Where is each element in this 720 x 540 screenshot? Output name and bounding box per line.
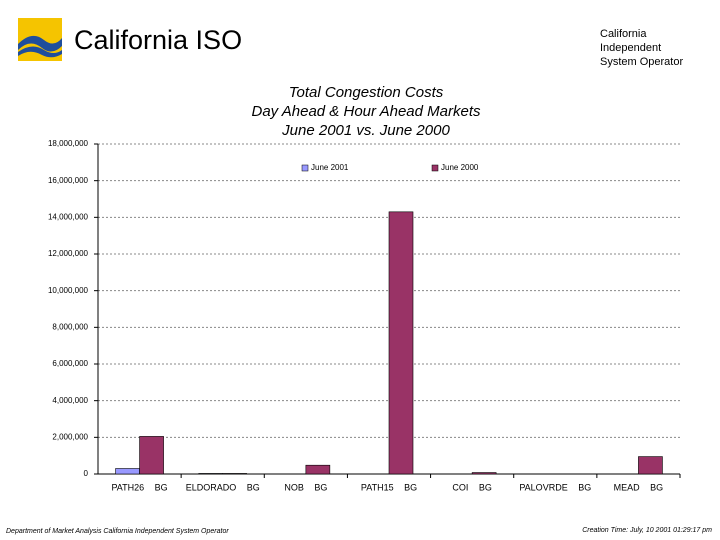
y-tick-label: 6,000,000 (52, 359, 88, 368)
x-tick-label: PATH15 BG (361, 482, 417, 492)
bar (222, 473, 248, 475)
y-tick-label: 10,000,000 (48, 286, 89, 295)
x-tick-label: MEAD BG (614, 482, 664, 492)
legend-swatch (431, 164, 439, 172)
bar (388, 211, 414, 475)
legend-label: June 2001 (311, 163, 349, 172)
y-tick-label: 16,000,000 (48, 176, 89, 185)
bar (139, 436, 164, 475)
legend-label: June 2000 (441, 163, 479, 172)
bar (305, 464, 331, 475)
chart-title: June 2001 vs. June 2000 (281, 122, 450, 139)
chart-title: Total Congestion Costs (289, 84, 444, 101)
header-title: California ISO (74, 25, 242, 55)
y-tick-label: 14,000,000 (48, 212, 89, 221)
footer-left: Department of Market Analysis California… (6, 528, 229, 535)
chart-title: Day Ahead & Hour Ahead Markets (251, 103, 481, 120)
logo (18, 18, 62, 61)
y-tick-label: 4,000,000 (52, 396, 88, 405)
bar (115, 468, 140, 475)
x-tick-label: PALOVRDE BG (519, 482, 591, 492)
bar (471, 472, 497, 475)
x-tick-label: ELDORADO BG (186, 482, 260, 492)
x-tick-label: NOB BG (284, 482, 327, 492)
y-tick-label: 18,000,000 (48, 139, 89, 148)
legend-swatch (301, 164, 309, 172)
y-tick-label: 0 (84, 469, 89, 478)
y-tick-label: 8,000,000 (52, 322, 88, 331)
y-tick-label: 12,000,000 (48, 249, 89, 258)
bar (198, 473, 224, 475)
y-tick-label: 2,000,000 (52, 432, 88, 441)
x-tick-label: COI BG (452, 482, 492, 492)
x-tick-label: PATH26 BG (111, 482, 167, 492)
operator-line: Independent (600, 42, 661, 54)
operator-line: System Operator (600, 56, 683, 68)
bar (638, 456, 663, 475)
operator-line: California (600, 28, 647, 40)
footer-right: Creation Time: July, 10 2001 01:29:17 pm (582, 527, 712, 534)
